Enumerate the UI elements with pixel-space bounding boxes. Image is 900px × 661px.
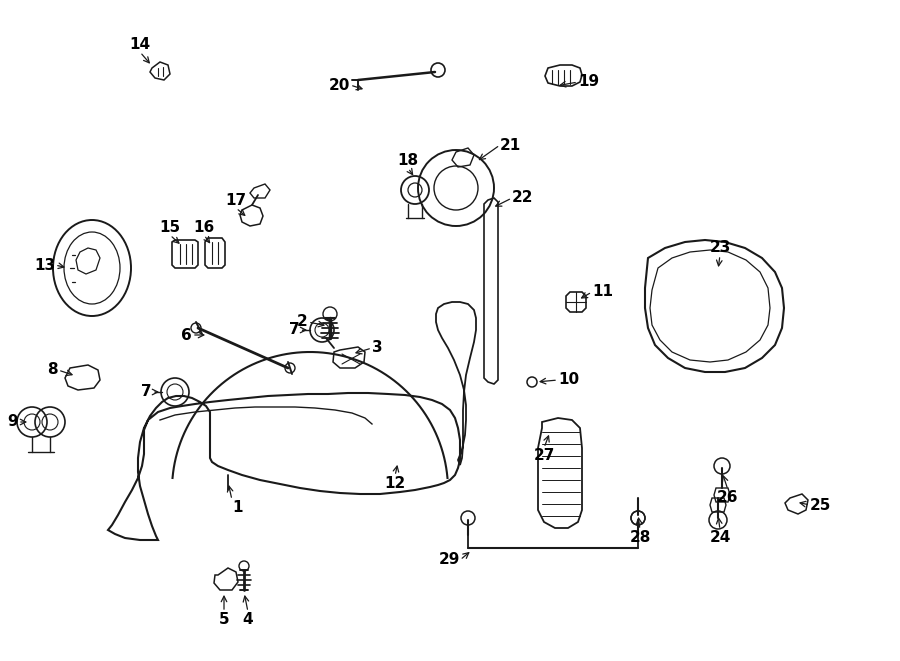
Text: 12: 12 <box>384 476 406 491</box>
Text: 21: 21 <box>500 137 521 153</box>
Text: 17: 17 <box>225 193 247 208</box>
Text: 9: 9 <box>7 414 18 430</box>
Text: 24: 24 <box>709 530 731 545</box>
Text: 14: 14 <box>130 37 150 52</box>
Text: 10: 10 <box>558 373 579 387</box>
Text: 11: 11 <box>592 284 613 299</box>
Text: 25: 25 <box>810 498 832 512</box>
Text: 19: 19 <box>578 75 599 89</box>
Text: 22: 22 <box>512 190 534 206</box>
Text: 3: 3 <box>372 340 382 356</box>
Text: 18: 18 <box>398 153 418 168</box>
Text: 29: 29 <box>438 553 460 568</box>
Text: 8: 8 <box>48 362 58 377</box>
Text: 6: 6 <box>181 327 192 342</box>
Text: 7: 7 <box>141 385 152 399</box>
Text: 20: 20 <box>328 77 350 93</box>
Text: 1: 1 <box>232 500 242 515</box>
Text: 5: 5 <box>219 612 230 627</box>
Text: 2: 2 <box>297 315 308 329</box>
Text: 28: 28 <box>629 530 651 545</box>
Text: 16: 16 <box>194 220 214 235</box>
Text: 15: 15 <box>159 220 181 235</box>
Text: 7: 7 <box>290 323 300 338</box>
Text: 13: 13 <box>34 258 55 272</box>
Text: 23: 23 <box>709 240 731 255</box>
Text: 27: 27 <box>534 448 554 463</box>
Text: 4: 4 <box>243 612 253 627</box>
Text: 26: 26 <box>717 490 739 505</box>
